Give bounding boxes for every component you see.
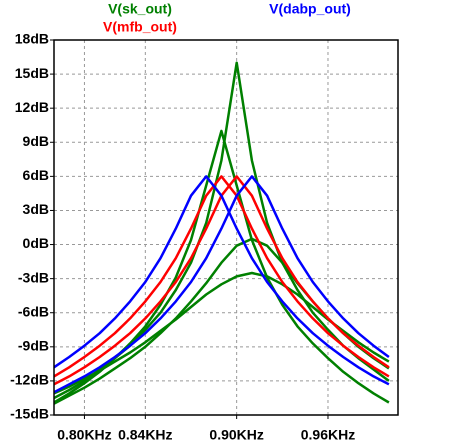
y-tick-label: -6dB (18, 303, 49, 319)
curve (54, 175, 390, 386)
y-tick-label: -3dB (18, 269, 49, 285)
y-tick-label: 18dB (15, 31, 49, 47)
y-tick-label: -9dB (18, 338, 49, 354)
x-tick-label: 0.90KHz (209, 427, 263, 443)
x-tick-label: 0.96KHz (301, 427, 355, 443)
y-tick-label: 12dB (15, 99, 49, 115)
curve (54, 175, 390, 378)
y-tick-label: 15dB (15, 65, 49, 81)
y-tick-label: 6dB (23, 167, 49, 183)
plot-frame (53, 39, 399, 416)
legend-entry: V(mfb_out) (103, 19, 177, 35)
y-tick-label: 3dB (23, 201, 49, 217)
legend-entry: V(dabp_out) (269, 1, 351, 17)
curve (54, 129, 390, 404)
x-tick-label: 0.84KHz (118, 427, 172, 443)
curve (54, 237, 390, 405)
x-tick-label: 0.80KHz (57, 427, 111, 443)
curve (54, 175, 390, 394)
y-tick-label: 0dB (23, 235, 49, 251)
curves (54, 61, 390, 405)
grid (50, 39, 398, 419)
legend-entry: V(sk_out) (108, 1, 172, 17)
y-tick-label: -12dB (10, 372, 49, 388)
y-tick-label: -15dB (10, 406, 49, 422)
y-tick-label: 9dB (23, 133, 49, 149)
labels: 18dB 15dB 12dB 9dB 6dB 3dB 0dB -3dB -6dB -9dB -12d… (10, 1, 355, 443)
